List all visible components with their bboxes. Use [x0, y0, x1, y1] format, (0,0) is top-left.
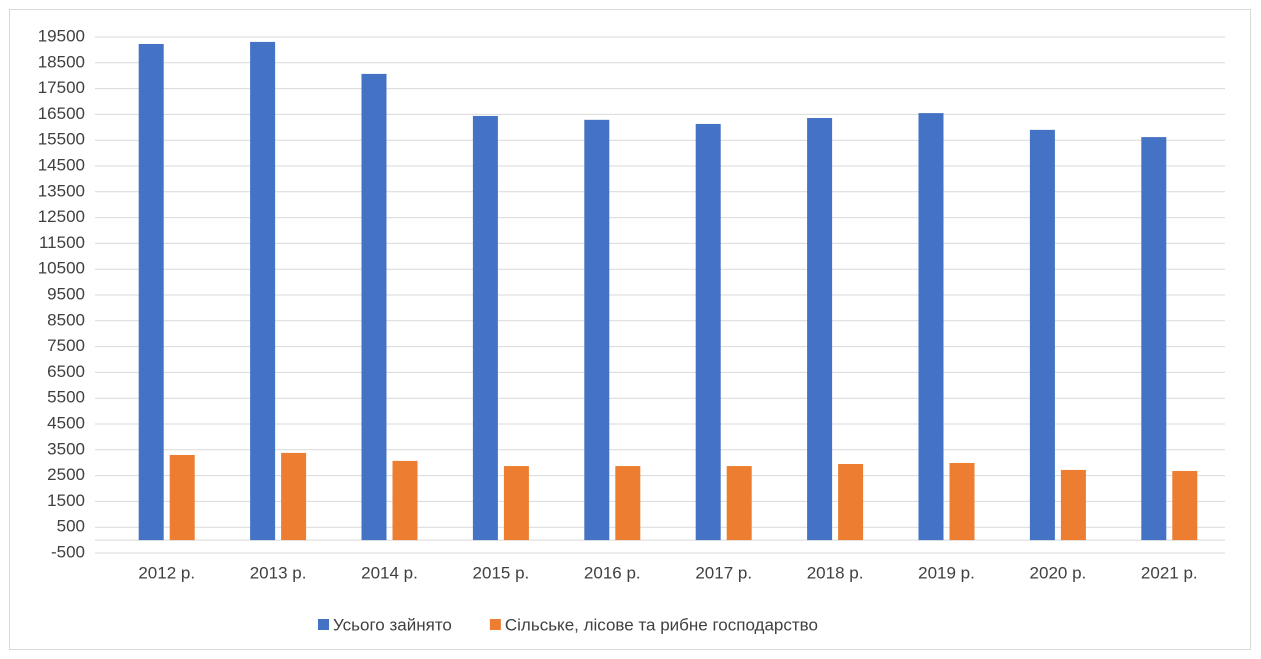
y-tick-label: 4500 — [47, 413, 85, 432]
bar — [918, 113, 944, 541]
legend-swatch — [489, 619, 501, 630]
bar — [726, 466, 752, 541]
y-tick-label: 10500 — [38, 259, 85, 278]
x-tick-label: 2020 р. — [1030, 563, 1087, 582]
y-tick-label: 13500 — [38, 181, 85, 200]
x-tick-label: 2021 р. — [1141, 563, 1198, 582]
y-tick-label: 500 — [57, 517, 85, 536]
bar — [392, 460, 418, 541]
bar — [695, 123, 721, 541]
bar — [361, 73, 387, 541]
bar — [949, 462, 975, 541]
bar — [807, 118, 833, 541]
y-tick-label: 19500 — [38, 26, 85, 45]
y-tick-label: 2500 — [47, 465, 85, 484]
bar — [250, 41, 276, 541]
bar — [1172, 470, 1198, 541]
y-tick-label: 5500 — [47, 388, 85, 407]
x-tick-label: 2018 р. — [807, 563, 864, 582]
bar — [503, 466, 529, 541]
legend-label: Усього зайнято — [333, 615, 452, 634]
y-tick-label: 16500 — [38, 104, 85, 123]
legend-label: Сільське, лісове та рибне господарство — [505, 615, 818, 634]
x-tick-label: 2014 р. — [361, 563, 418, 582]
bar — [1029, 129, 1055, 541]
y-tick-label: 14500 — [38, 155, 85, 174]
x-tick-label: 2013 р. — [250, 563, 307, 582]
bar — [615, 466, 641, 541]
y-tick-label: 15500 — [38, 130, 85, 149]
bar — [1141, 137, 1167, 541]
bar — [281, 452, 307, 541]
bar — [169, 454, 195, 541]
x-tick-label: 2016 р. — [584, 563, 641, 582]
bar — [838, 463, 864, 541]
y-tick-label: -500 — [51, 542, 85, 561]
x-tick-label: 2015 р. — [473, 563, 530, 582]
legend-swatch — [318, 619, 329, 630]
bar — [584, 119, 610, 541]
y-tick-label: 7500 — [47, 336, 85, 355]
y-tick-label: 9500 — [47, 284, 85, 303]
y-tick-label: 11500 — [39, 233, 85, 252]
bar — [1060, 469, 1086, 541]
y-tick-label: 3500 — [47, 439, 85, 458]
x-tick-label: 2017 р. — [695, 563, 752, 582]
y-tick-label: 8500 — [47, 310, 85, 329]
x-tick-label: 2012 р. — [138, 563, 195, 582]
x-tick-label: 2019 р. — [918, 563, 975, 582]
y-tick-label: 12500 — [38, 207, 85, 226]
bar — [472, 115, 498, 541]
y-tick-label: 18500 — [38, 52, 85, 71]
y-tick-label: 17500 — [38, 78, 85, 97]
y-tick-label: 1500 — [47, 491, 85, 510]
bar — [138, 43, 164, 541]
y-tick-label: 6500 — [47, 362, 85, 381]
